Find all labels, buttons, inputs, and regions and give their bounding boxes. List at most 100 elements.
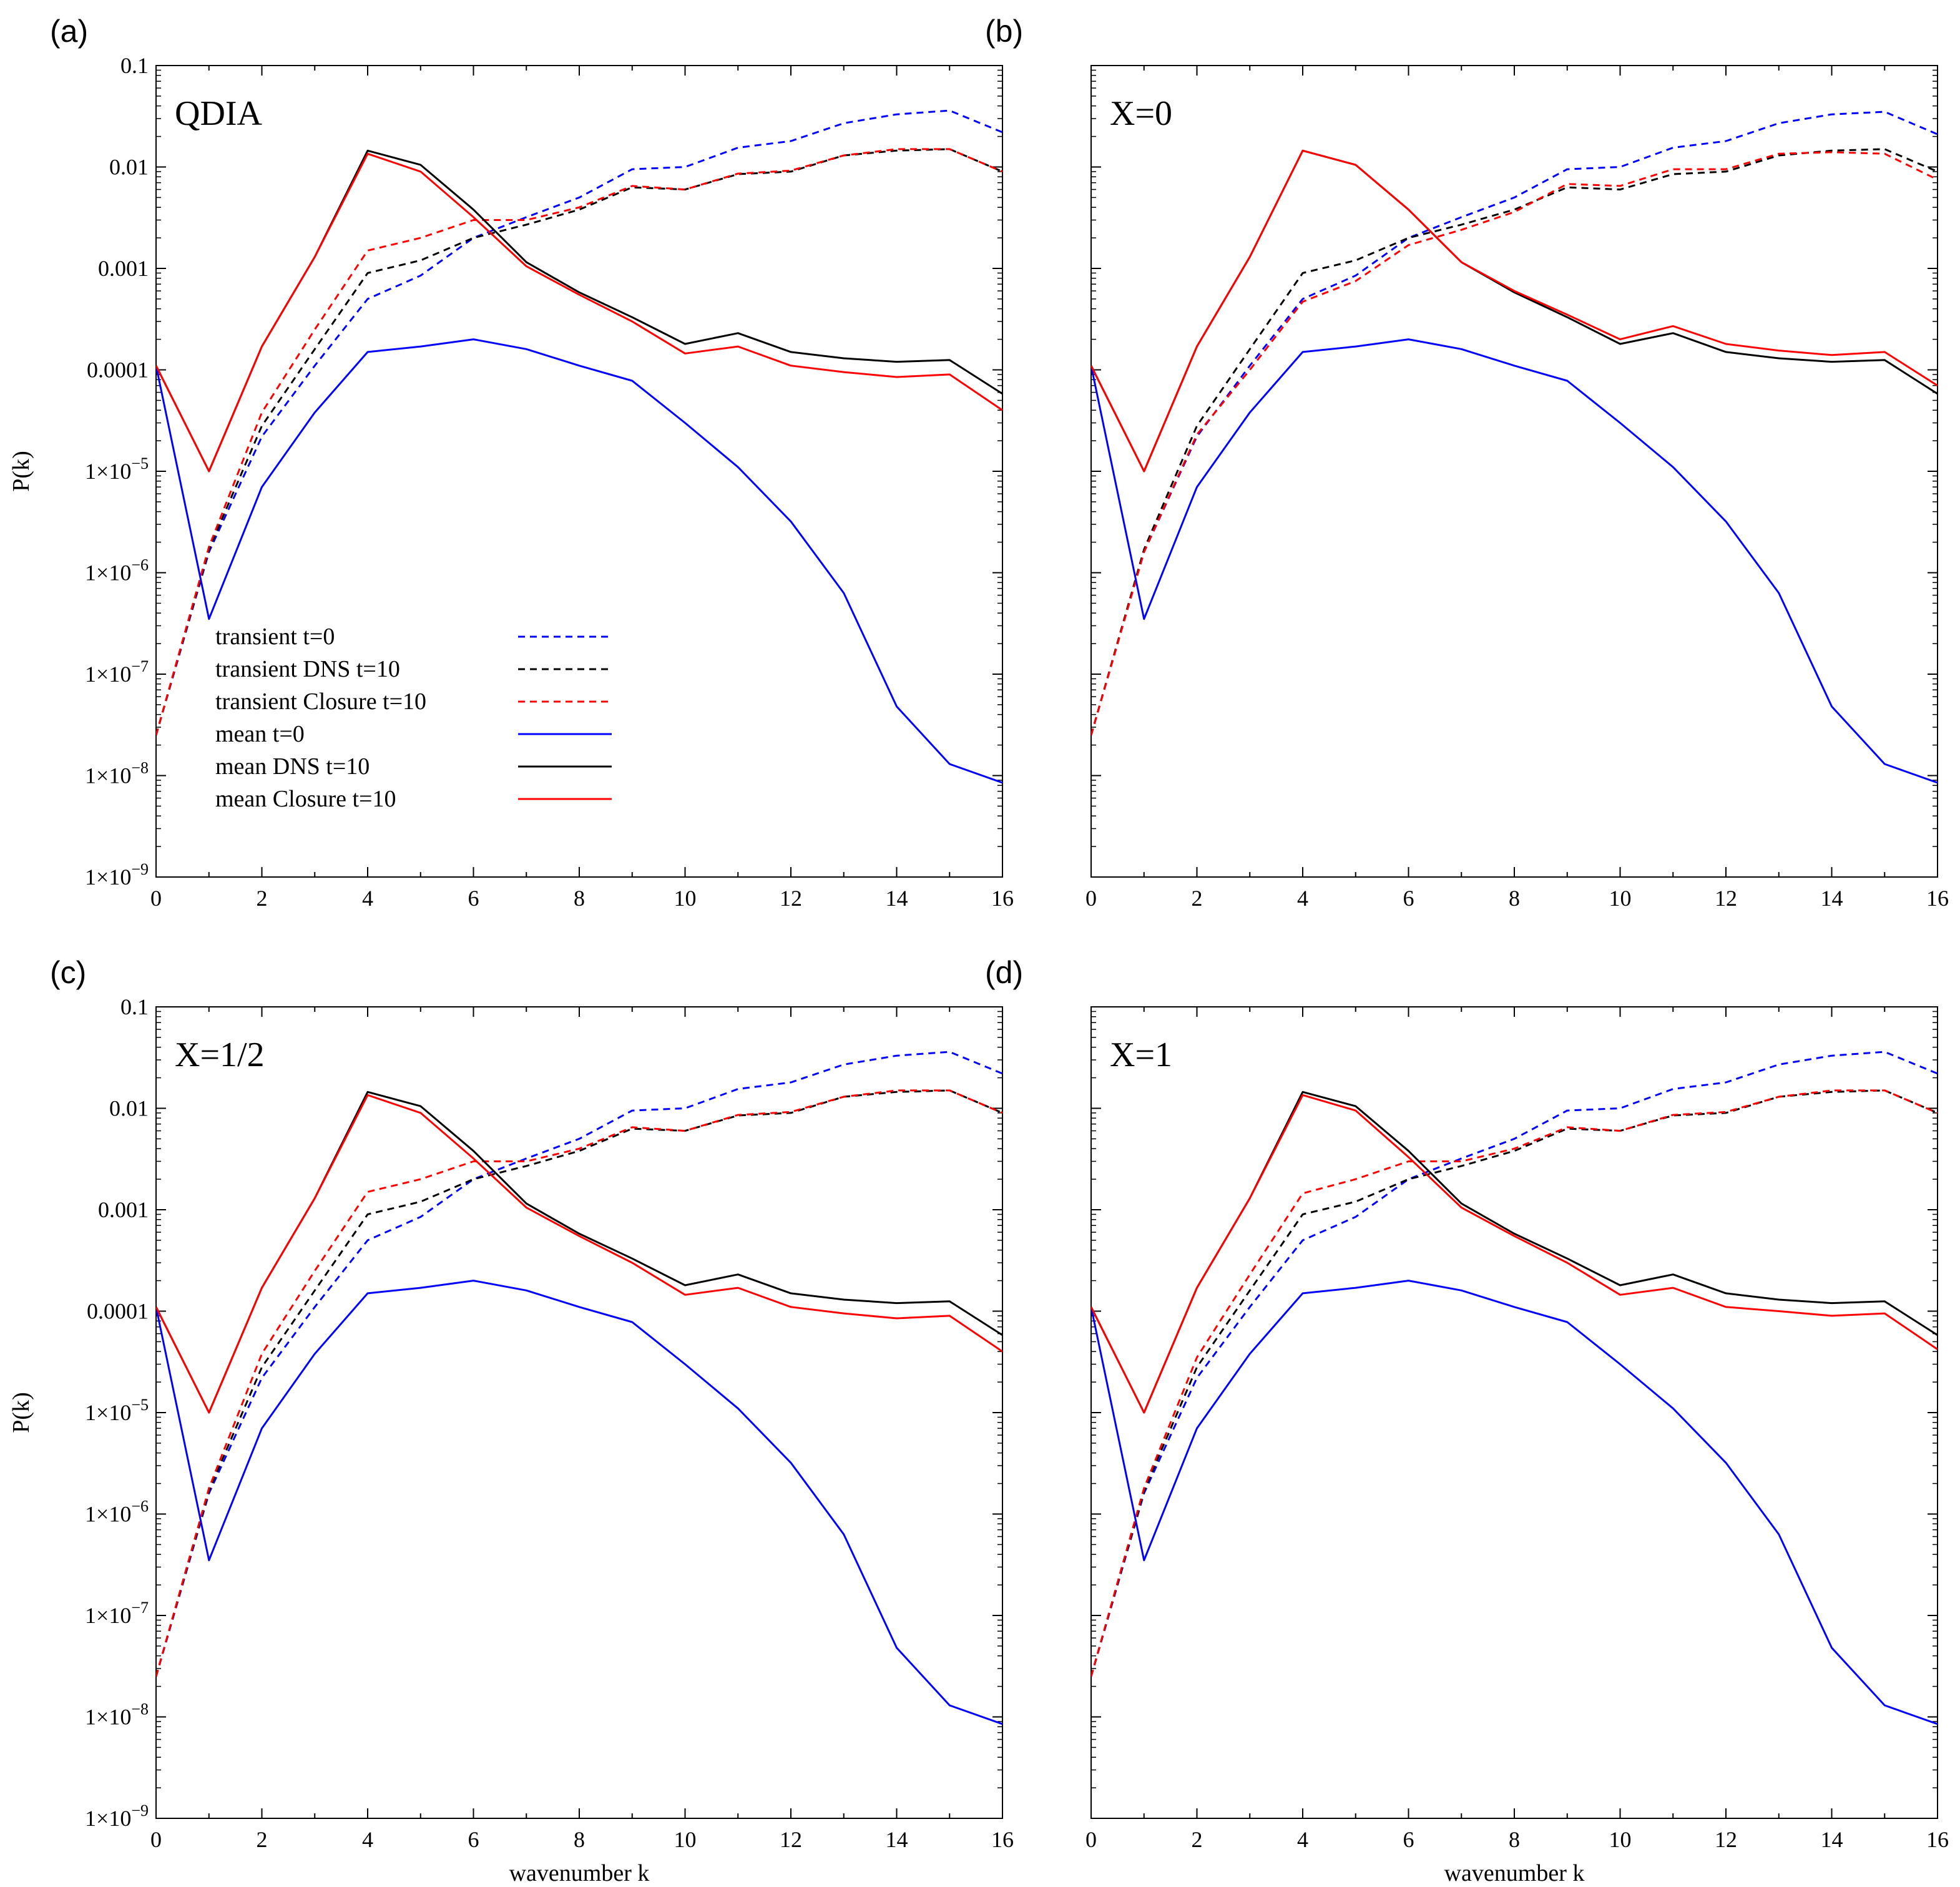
panel-title: X=0	[1110, 94, 1172, 133]
series-line-mean-closure-t-10	[156, 1094, 1002, 1414]
x-tick-label: 8	[574, 886, 585, 911]
series-line-mean-closure-t-10	[1091, 1094, 1938, 1414]
series-line-transient-closure-t-10	[1091, 1089, 1938, 1677]
y-tick-mantissa: 0.01	[109, 155, 149, 180]
series-line-transient-closure-t-10	[1091, 151, 1938, 736]
y-tick-label: 1×10−9	[85, 1801, 149, 1831]
y-tick-mantissa: 1×10	[85, 662, 131, 687]
y-tick-label: 1×10−6	[85, 556, 149, 586]
y-tick-label: 1×10−8	[85, 759, 149, 788]
y-tick-mantissa: 0.1	[120, 53, 149, 78]
y-tick-mantissa: 1×10	[85, 1603, 131, 1628]
y-tick-exponent: −6	[131, 556, 149, 574]
x-tick-label: 6	[468, 1827, 479, 1852]
y-tick-label: 1×10−6	[85, 1497, 149, 1527]
panel-title: X=1	[1110, 1036, 1172, 1074]
y-tick-exponent: −8	[131, 1700, 149, 1718]
panel-title: X=1/2	[175, 1036, 265, 1074]
y-tick-label: 1×10−9	[85, 860, 149, 890]
legend: transient t=0 transient DNS t=10 transient…	[215, 624, 612, 812]
y-tick-label: 1×10−5	[85, 1396, 149, 1425]
legend-label: transient Closure t=10	[215, 689, 426, 715]
series-line-transient-dns-t-10	[1091, 1089, 1938, 1677]
x-tick-label: 8	[574, 1827, 585, 1852]
legend-label: mean Closure t=10	[215, 786, 396, 812]
legend-label: transient t=0	[215, 624, 335, 650]
x-tick-label: 2	[1192, 886, 1203, 911]
y-tick-exponent: −9	[131, 1801, 149, 1820]
x-tick-label: 6	[468, 886, 479, 911]
x-tick-label: 4	[362, 1827, 373, 1852]
series-line-mean-closure-t-10	[1091, 149, 1938, 473]
y-tick-label: 0.01	[109, 1096, 149, 1121]
y-tick-mantissa: 0.0001	[87, 358, 149, 383]
x-tick-label: 0	[1085, 1827, 1097, 1852]
panel-letter: (d)	[985, 955, 1023, 990]
y-tick-exponent: −7	[131, 1599, 149, 1617]
series-line-transient-dns-t-10	[1091, 148, 1938, 736]
series-line-mean-closure-t-10	[156, 152, 1002, 473]
panel-letter: (c)	[50, 955, 86, 990]
x-tick-label: 2	[257, 886, 268, 911]
series-line-transient-closure-t-10	[156, 148, 1002, 736]
plot-frame	[1090, 1006, 1938, 1819]
y-axis-label: P(k)	[8, 451, 34, 491]
y-tick-label: 0.01	[109, 155, 149, 180]
y-tick-mantissa: 0.1	[120, 994, 149, 1019]
x-tick-label: 6	[1403, 886, 1414, 911]
y-tick-exponent: −9	[131, 860, 149, 878]
y-tick-mantissa: 1×10	[85, 1502, 131, 1527]
y-tick-label: 0.1	[120, 994, 149, 1019]
series-line-transient-t-0	[1091, 110, 1938, 736]
x-tick-label: 10	[674, 1827, 697, 1852]
y-tick-exponent: −5	[131, 454, 149, 473]
y-tick-label: 0.001	[98, 256, 149, 281]
x-tick-label: 0	[1085, 886, 1097, 911]
plot-frame	[1090, 65, 1938, 878]
x-tick-label: 4	[1297, 886, 1308, 911]
legend-label: transient DNS t=10	[215, 656, 400, 682]
x-tick-label: 12	[780, 886, 802, 911]
series-line-mean-t-0	[156, 1280, 1002, 1725]
panel-title: QDIA	[175, 94, 263, 133]
x-tick-label: 12	[1715, 1827, 1737, 1852]
y-tick-exponent: −8	[131, 759, 149, 777]
x-axis-label: wavenumber k	[509, 1860, 650, 1886]
y-tick-mantissa: 1×10	[85, 865, 131, 890]
y-tick-exponent: −6	[131, 1497, 149, 1516]
series-line-transient-t-0	[156, 1051, 1002, 1677]
y-axis-label: P(k)	[8, 1392, 34, 1433]
x-tick-label: 8	[1509, 886, 1520, 911]
y-tick-mantissa: 1×10	[85, 1806, 131, 1831]
legend-label: mean t=0	[215, 721, 305, 747]
y-tick-mantissa: 1×10	[85, 561, 131, 586]
series-group	[156, 1051, 1002, 1725]
series-line-mean-t-0	[1091, 1280, 1938, 1725]
series-line-mean-t-0	[156, 338, 1002, 784]
x-tick-label: 8	[1509, 1827, 1520, 1852]
x-tick-label: 16	[991, 1827, 1014, 1852]
x-tick-label: 14	[886, 1827, 908, 1852]
x-tick-label: 12	[780, 1827, 802, 1852]
series-line-transient-t-0	[1091, 1051, 1938, 1677]
x-tick-label: 4	[362, 886, 373, 911]
y-tick-mantissa: 0.001	[98, 256, 149, 281]
y-tick-label: 0.1	[120, 53, 149, 78]
x-tick-label: 12	[1715, 886, 1737, 911]
series-group	[1091, 1051, 1938, 1725]
y-tick-mantissa: 1×10	[85, 459, 131, 484]
series-line-transient-closure-t-10	[156, 1089, 1002, 1677]
x-tick-label: 6	[1403, 1827, 1414, 1852]
x-tick-label: 10	[1609, 1827, 1632, 1852]
x-tick-label: 14	[1821, 1827, 1843, 1852]
x-tick-label: 14	[886, 886, 908, 911]
series-line-transient-dns-t-10	[156, 1089, 1002, 1677]
y-tick-exponent: −7	[131, 657, 149, 675]
series-line-mean-t-0	[1091, 338, 1938, 784]
x-tick-label: 2	[257, 1827, 268, 1852]
x-tick-label: 16	[1926, 886, 1949, 911]
panel-letter: (b)	[985, 14, 1023, 49]
y-tick-label: 0.0001	[87, 1299, 149, 1324]
x-tick-label: 14	[1821, 886, 1843, 911]
